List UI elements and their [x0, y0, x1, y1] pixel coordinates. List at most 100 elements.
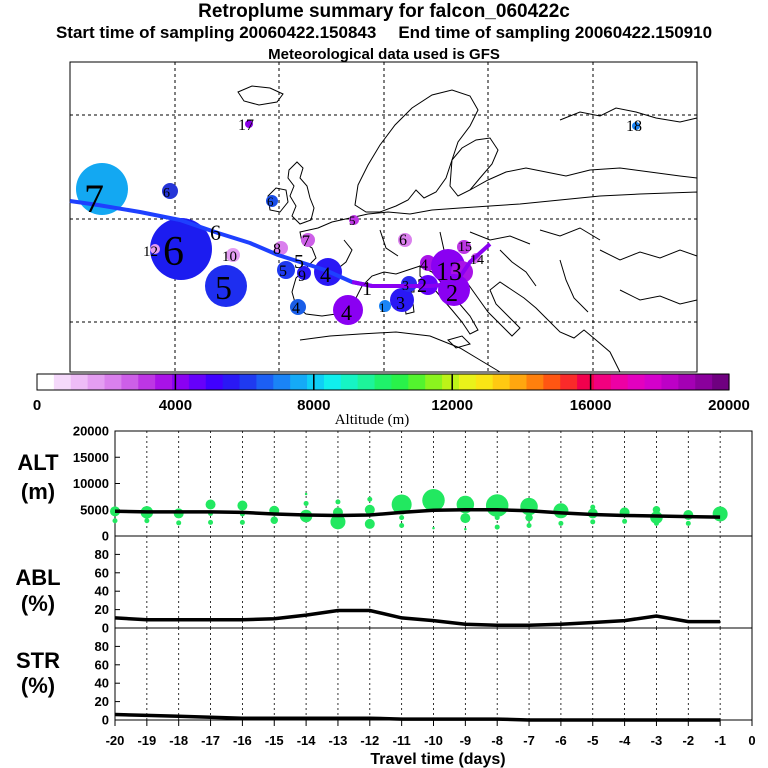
colorbar-swatch: [627, 374, 646, 390]
day-label: 3: [396, 293, 405, 313]
colorbar-swatch: [323, 374, 342, 390]
colorbar-swatch: [155, 374, 173, 390]
colorbar-swatch: [37, 374, 55, 390]
plume-point: [485, 494, 509, 517]
colorbar-swatch: [307, 374, 325, 390]
plume-point: [712, 506, 728, 522]
plume-point: [460, 513, 471, 524]
plume-circle: [274, 241, 288, 255]
day-label: 5: [294, 251, 304, 273]
plume-point: [205, 499, 216, 510]
day-label: 3: [402, 279, 409, 294]
y-tick-label: 80: [95, 639, 109, 654]
x-tick-label: -12: [360, 733, 379, 748]
plume-point: [270, 516, 278, 524]
x-tick-label: -20: [106, 733, 125, 748]
day-label: 12: [143, 244, 158, 260]
x-tick-label: -18: [169, 733, 188, 748]
plume-point: [685, 520, 691, 526]
colorbar-swatch: [526, 374, 544, 390]
colorbar-swatch: [188, 374, 207, 390]
colorbar-tick-label: 8000: [297, 397, 330, 414]
altitude-colorbar: 0 4000 8000 12000 16000 20000 Altitude (m): [33, 373, 750, 428]
colorbar-swatch: [374, 374, 393, 390]
sampling-times: Start time of sampling 20060422.150843 En…: [0, 23, 768, 43]
colorbar-swatch: [475, 374, 494, 390]
x-tick-label: -15: [265, 733, 284, 748]
colorbar-swatch: [87, 374, 106, 390]
plume-point: [590, 504, 596, 510]
y-axis-label: (%): [21, 673, 55, 698]
plume-point: [422, 489, 445, 512]
colorbar-swatch: [340, 374, 359, 390]
plume-point: [237, 500, 248, 511]
colorbar-swatch: [425, 374, 443, 390]
plume-point: [399, 523, 405, 528]
colorbar-swatch: [104, 374, 122, 390]
day-label: 7: [84, 176, 104, 221]
y-tick-label: 40: [95, 584, 109, 599]
x-tick-label: -17: [201, 733, 220, 748]
x-tick-label: -10: [424, 733, 443, 748]
day-label: 4: [341, 300, 352, 325]
colorbar-label: Altitude (m): [335, 412, 410, 428]
day-label: 6: [399, 232, 407, 249]
day-label: 4: [320, 262, 331, 287]
plume-circle: [438, 274, 470, 306]
plume-circle: [398, 233, 412, 247]
day-labels: 17 18 7 6 12 10 5 8 9 4 3 2 1 13 14 15: [84, 117, 642, 325]
plume-point: [526, 523, 532, 528]
day-label: 18: [626, 118, 642, 135]
colorbar-swatch: [577, 374, 595, 390]
x-tick-label: -2: [683, 733, 695, 748]
time-series-panels: 05000100001500020000ALT(m)020406080ABL(%…: [15, 424, 755, 768]
day-label: 10: [222, 249, 237, 265]
x-tick-label: -19: [137, 733, 156, 748]
plume-circle: [457, 240, 471, 254]
colorbar-swatch: [408, 374, 426, 390]
europe-map: 17 18 7 6 12 10 5 8 9 4 3 2 1 13 14 15 6…: [69, 61, 698, 373]
colorbar-swatch: [205, 374, 224, 390]
colorbar-swatch: [695, 374, 713, 390]
plume-point: [304, 492, 308, 496]
y-tick-label: 80: [95, 547, 109, 562]
plume-circle: [379, 300, 391, 312]
abl-fraction-line: [114, 608, 721, 627]
plume-circle: [333, 295, 363, 325]
colorbar-swatch: [222, 374, 241, 390]
colorbar-swatch: [239, 374, 258, 390]
y-tick-label: 40: [95, 676, 109, 691]
plume-circle: [390, 288, 414, 312]
day-label: 6: [163, 186, 170, 201]
plume-point: [391, 494, 412, 515]
day-label: 7: [302, 233, 310, 250]
day-label: 6: [163, 229, 184, 275]
plume-point: [525, 513, 533, 522]
day-label: 1: [379, 300, 386, 315]
y-tick-label: 15000: [73, 450, 109, 465]
plume-point: [622, 518, 628, 524]
x-tick-label: -6: [555, 733, 567, 748]
mean-altitude-line: [114, 508, 721, 519]
y-tick-label: 10000: [73, 476, 109, 491]
colorbar-tick-label: 16000: [570, 397, 612, 414]
colorbar-tick-label: 0: [33, 397, 41, 414]
plume-point: [652, 506, 661, 514]
colorbar-swatch: [610, 374, 629, 390]
plume-circle: [301, 233, 315, 247]
colorbar-swatch: [256, 374, 274, 390]
plume-circle: [150, 244, 160, 254]
plume-point: [364, 504, 375, 515]
day-label: 1: [362, 278, 372, 300]
day-label: 9: [298, 268, 306, 285]
y-axis-label: (m): [21, 479, 55, 504]
day-label: 17: [238, 117, 254, 134]
day-label: 2: [417, 275, 427, 297]
secondary-day-labels: 6 6 6 7 6 5 5 5 4 4 1 3 2 4: [163, 186, 428, 317]
plume-point: [239, 519, 245, 525]
plume-point: [330, 514, 346, 530]
panel-alt: 0 5000 10000 15000 20000 ALT (m): [17, 424, 753, 544]
chart-title: Retroplume summary for falcon_060422c: [198, 1, 570, 22]
y-axis-label: (%): [21, 591, 55, 616]
plume-point: [590, 519, 596, 525]
